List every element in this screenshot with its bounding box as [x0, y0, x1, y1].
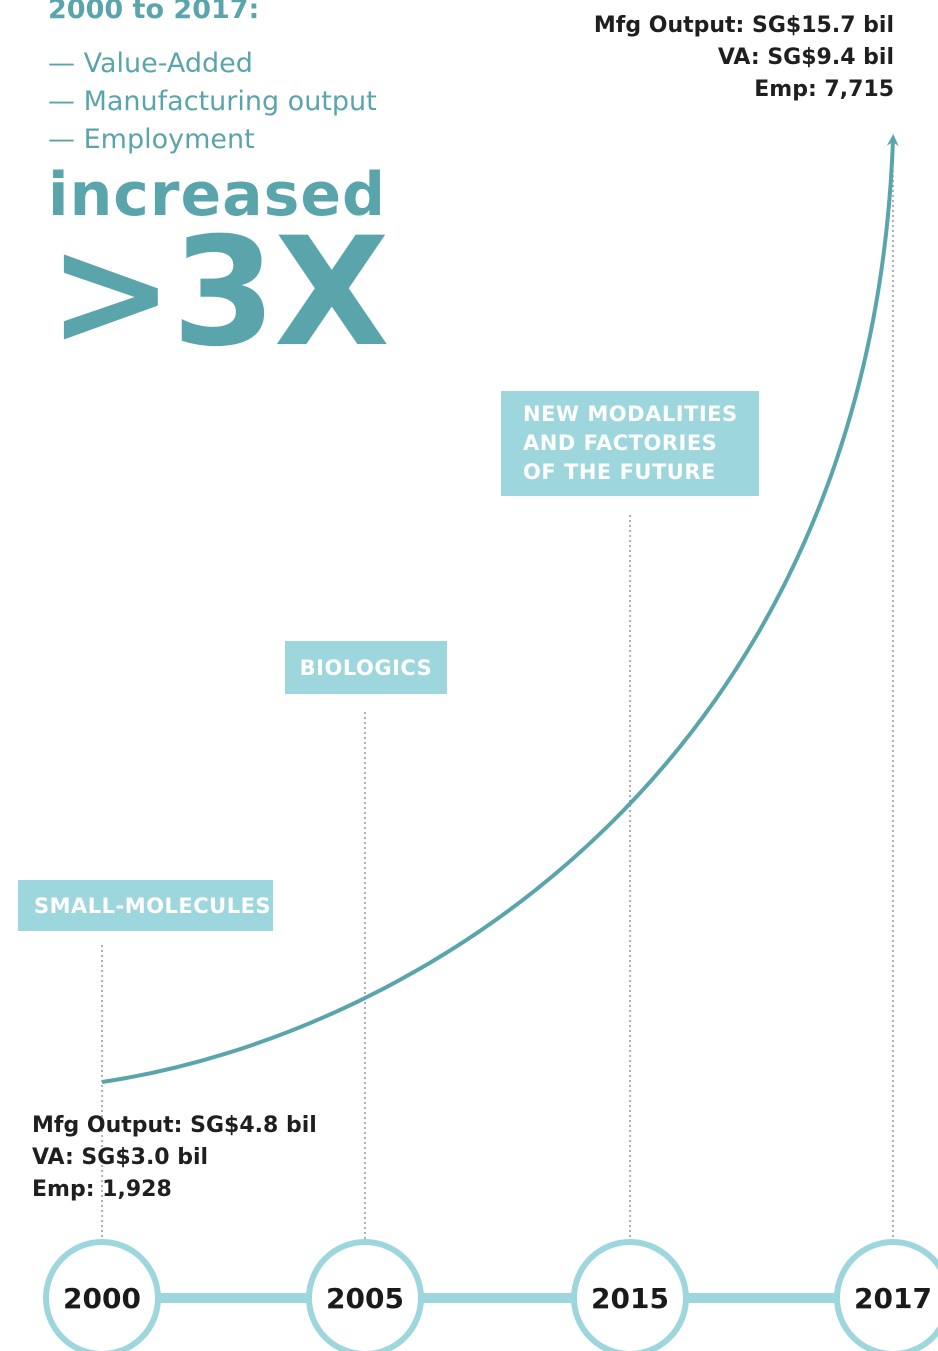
end-stats: Mfg Output: SG$15.7 bil VA: SG$9.4 bil E… [594, 10, 894, 106]
end-va: VA: SG$9.4 bil [717, 45, 894, 70]
era-label-small-molecules: SMALL-MOLECULES [18, 880, 273, 931]
era-label-biologics: BIOLOGICS [285, 641, 447, 694]
year-node-2005 [306, 1239, 424, 1351]
end-output: Mfg Output: SG$15.7 bil [593, 13, 894, 38]
start-va: VA: SG$3.0 bil [32, 1145, 209, 1170]
year-node-2000 [43, 1239, 161, 1351]
start-output: Mfg Output: SG$4.8 bil [32, 1113, 317, 1138]
year-label-2000: 2000 [63, 1282, 141, 1315]
year-label-2017: 2017 [854, 1282, 932, 1315]
end-emp: Emp: 7,715 [754, 77, 894, 102]
start-stats: Mfg Output: SG$4.8 bil VA: SG$3.0 bil Em… [32, 1110, 317, 1206]
year-node-2015 [571, 1239, 689, 1351]
chart-heading: 2000 to 2017: [48, 0, 260, 25]
metric-value-added: — Value-Added [48, 48, 253, 79]
headline-multiple: >3X [48, 206, 390, 380]
year-node-2017 [834, 1239, 938, 1351]
growth-curve [101, 134, 899, 1084]
metric-employment: — Employment [48, 124, 255, 155]
era-label-new-modalities: NEW MODALITIES AND FACTORIES OF THE FUTU… [501, 391, 759, 496]
metric-manufacturing-output: — Manufacturing output [48, 86, 377, 117]
year-label-2005: 2005 [326, 1282, 404, 1315]
headline-increased: increased [48, 160, 386, 230]
year-label-2015: 2015 [591, 1282, 669, 1315]
start-emp: Emp: 1,928 [32, 1177, 172, 1202]
